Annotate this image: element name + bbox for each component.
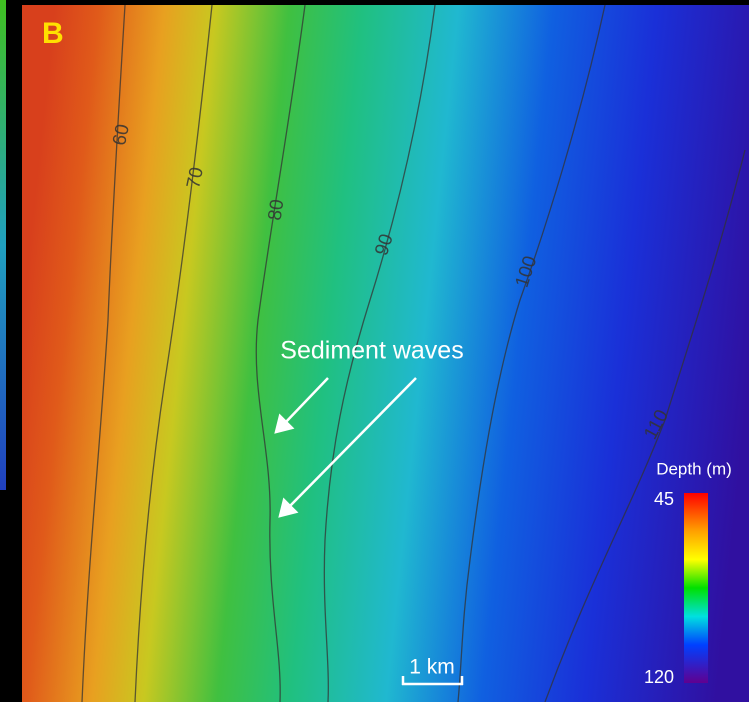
- arrow: [283, 377, 329, 425]
- panel-label: B: [42, 17, 64, 50]
- legend-min: 45: [654, 489, 674, 509]
- legend-title: Depth (m): [656, 459, 732, 478]
- contour-line: [457, 4, 606, 702]
- contour-line: [134, 4, 213, 702]
- contour-label: 80: [265, 198, 289, 222]
- colorbar: [684, 493, 708, 683]
- scale-label: 1 km: [409, 656, 455, 679]
- contour-line: [544, 149, 746, 702]
- annotation: Sediment waves: [280, 337, 463, 365]
- side-strip: [0, 0, 6, 490]
- contour-label: 70: [183, 165, 208, 190]
- arrowhead: [274, 413, 295, 434]
- contour-line: [81, 4, 126, 702]
- arrow: [287, 377, 417, 509]
- contour-line: [255, 4, 306, 702]
- arrowhead: [278, 497, 299, 518]
- contour-label: 60: [109, 122, 134, 147]
- bathymetry: [22, 5, 749, 702]
- legend-max: 120: [644, 667, 674, 687]
- scale-bar: [401, 676, 464, 686]
- arrows: [274, 377, 417, 518]
- contour-line: [323, 4, 436, 702]
